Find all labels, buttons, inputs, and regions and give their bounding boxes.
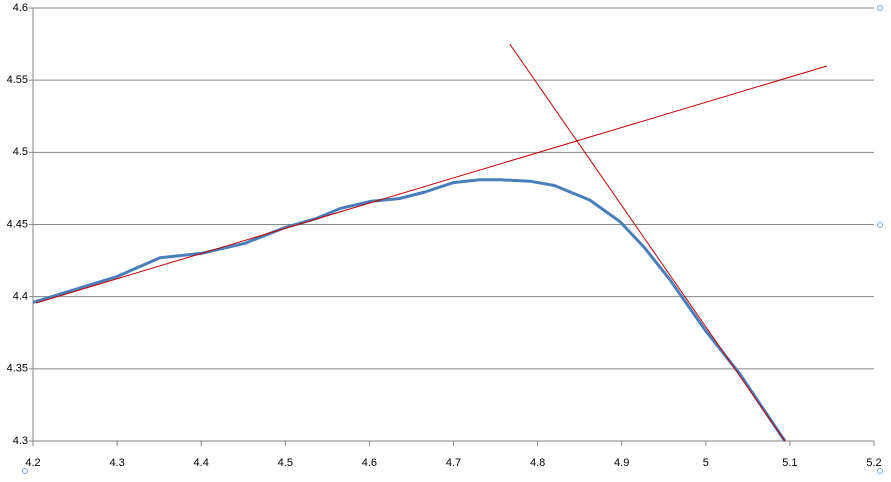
y-tick-label: 4.6 (13, 2, 28, 14)
x-tick-label: 4.8 (530, 457, 545, 469)
selection-handle (877, 468, 883, 474)
series-line (35, 65, 828, 304)
series-line (32, 178, 787, 442)
x-tick-label: 4.2 (25, 457, 40, 469)
y-tick-label: 4.5 (13, 146, 28, 158)
y-tick-label: 4.3 (13, 435, 28, 447)
x-tick-label: 4.3 (109, 457, 124, 469)
y-tick-label: 4.35 (7, 363, 28, 375)
x-tick-label: 5 (703, 457, 709, 469)
series-line (509, 43, 786, 442)
x-tick-label: 5.2 (866, 457, 881, 469)
selection-handle (877, 222, 883, 228)
selection-handle (877, 5, 883, 11)
x-tick-label: 4.7 (446, 457, 461, 469)
x-tick-label: 4.9 (614, 457, 629, 469)
y-tick-label: 4.4 (13, 291, 28, 303)
selection-handle (22, 468, 28, 474)
x-tick-label: 4.6 (362, 457, 377, 469)
x-tick-label: 4.5 (278, 457, 293, 469)
y-tick-label: 4.55 (7, 74, 28, 86)
x-tick-label: 5.1 (782, 457, 797, 469)
x-tick-label: 4.4 (194, 457, 209, 469)
y-tick-label: 4.45 (7, 218, 28, 230)
